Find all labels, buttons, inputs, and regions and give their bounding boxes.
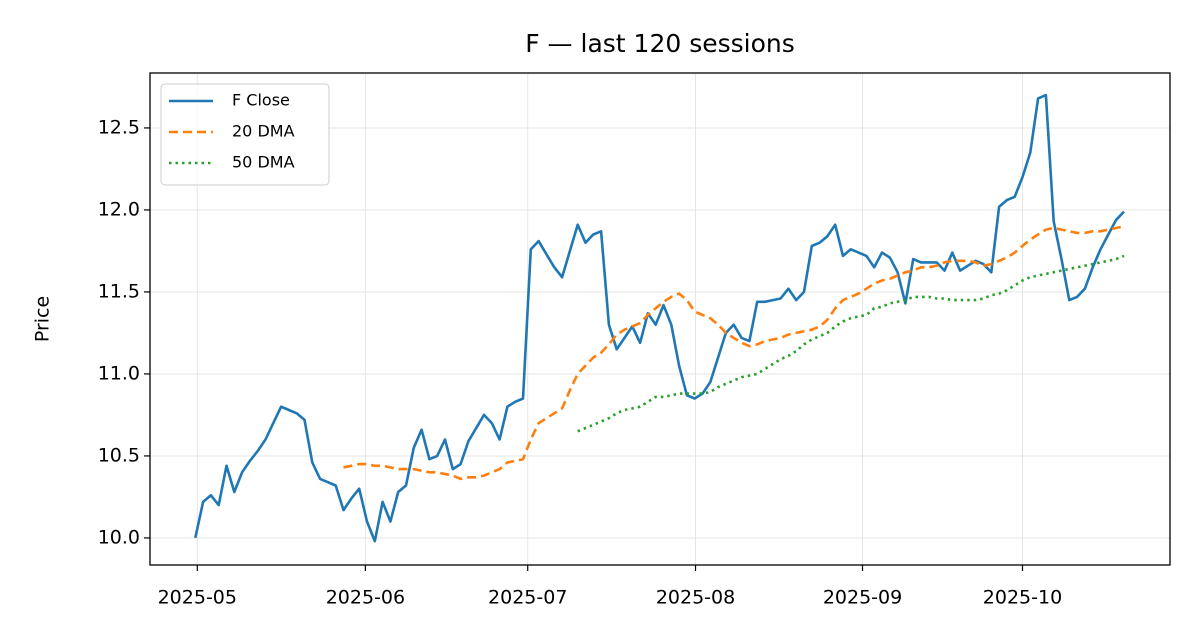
series-line bbox=[343, 225, 1125, 481]
x-tick-label: 2025-07 bbox=[488, 587, 567, 609]
legend-label: 20 DMA bbox=[232, 122, 295, 141]
y-axis-label: Price bbox=[32, 296, 54, 342]
x-tick-label: 2025-05 bbox=[158, 587, 237, 609]
legend-box bbox=[160, 83, 330, 186]
chart-title: F — last 120 sessions bbox=[525, 29, 795, 58]
y-tick-label: 10.0 bbox=[98, 526, 140, 548]
y-tick-label: 11.0 bbox=[98, 362, 140, 384]
legend-label: 50 DMA bbox=[232, 153, 295, 172]
x-tick-label: 2025-06 bbox=[326, 587, 405, 609]
x-tick-label: 2025-08 bbox=[656, 587, 735, 609]
x-tick-label: 2025-10 bbox=[983, 587, 1062, 609]
legend-label: F Close bbox=[232, 91, 290, 110]
y-tick-label: 12.0 bbox=[98, 198, 140, 220]
y-tick-label: 11.5 bbox=[98, 280, 140, 302]
y-tick-label: 10.5 bbox=[98, 444, 140, 466]
x-tick-label: 2025-09 bbox=[823, 587, 902, 609]
series-line bbox=[577, 254, 1125, 433]
y-tick-label: 12.5 bbox=[98, 116, 140, 138]
plot-frame bbox=[149, 72, 1171, 566]
series-line bbox=[194, 93, 1125, 543]
